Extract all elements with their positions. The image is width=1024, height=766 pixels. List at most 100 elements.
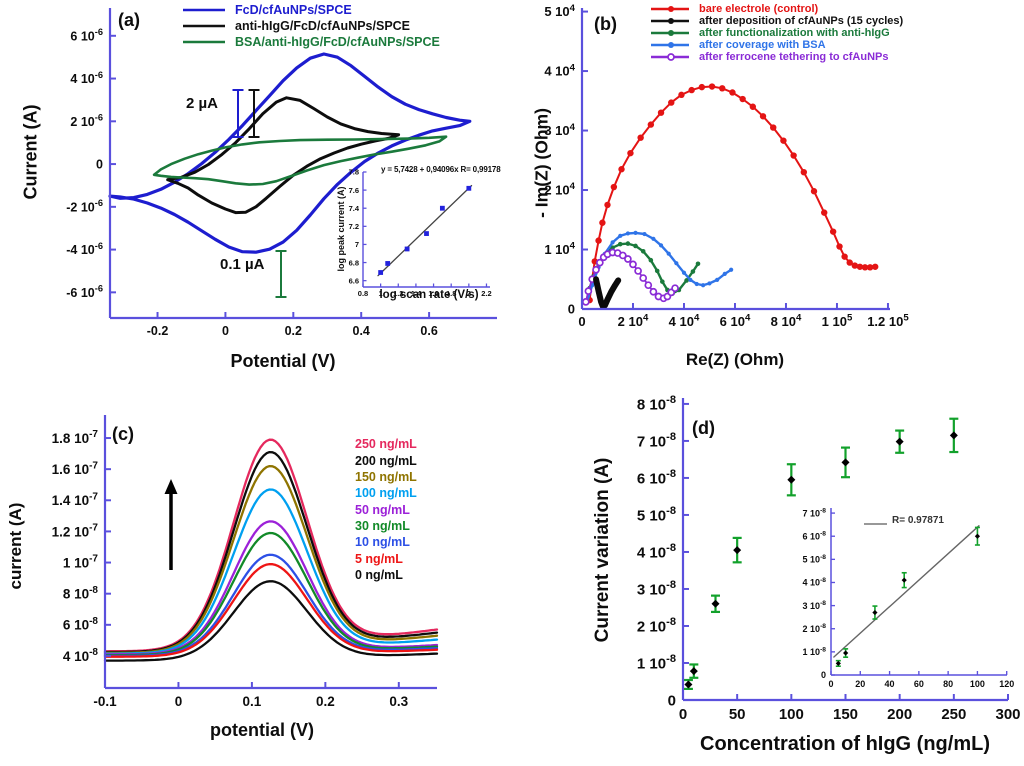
panel-c-y-axis-title: current (A) <box>6 502 25 590</box>
legend-item-label: 250 ng/mL <box>355 437 417 452</box>
legend-item: after coverage with BSA <box>650 39 903 51</box>
series-BSA/anti-hIgG/FcD/cfAuNPs/SPCE <box>152 135 448 186</box>
tick-label: 6 10-8 <box>637 468 676 487</box>
inset-a-equation: y = 5,7428 + 0,94096x R= 0,99178 <box>381 165 501 174</box>
tick-label: 6.8 <box>349 258 359 267</box>
panel-b-x-axis-title: Re(Z) (Ohm) <box>685 350 785 369</box>
tick-label: 2 10-8 <box>637 616 676 635</box>
tick-label: 6 104 <box>720 313 751 329</box>
tick-label: 7.8 <box>349 168 359 177</box>
tick-label: 8 104 <box>771 313 802 329</box>
tick-label: 7 <box>355 240 359 249</box>
chart-a-inset: 0.8 1 1.2 1.4 1.6 1.8 2 2.2 7.8 7.6 7.4 7.2 7 6.8 6.6 <box>349 167 496 298</box>
tick-label: 2 10-6 <box>70 113 103 129</box>
legend-swatch-icon <box>183 24 225 28</box>
tick-label: 150 <box>833 706 858 723</box>
panel-b-legend: bare electrole (control) after deposition… <box>650 3 903 63</box>
legend-item: BSA/anti-hIgG/FcD/cfAuNPs/SPCE <box>182 34 440 50</box>
tick-label: 2 10-8 <box>803 623 827 634</box>
tick-label: 0.3 <box>389 694 408 709</box>
legend-swatch-icon <box>651 52 689 61</box>
legend-item-label: after coverage with BSA <box>699 38 826 51</box>
series-after deposition of cfAuNPs (15 cycles) <box>593 276 622 310</box>
tick-label: 1.4 10-7 <box>52 491 99 508</box>
tick-label: 8 10-8 <box>637 394 676 413</box>
legend-item: after ferrocene tethering to cfAuNPs <box>650 51 903 63</box>
tick-label: 7 10-8 <box>637 431 676 450</box>
legend-swatch-icon <box>651 41 689 48</box>
tick-label: 300 <box>995 706 1020 723</box>
tick-label: 0 <box>578 314 585 329</box>
legend-item-label: 200 ng/mL <box>355 453 417 468</box>
tick-label: 6 10-6 <box>70 27 103 43</box>
panel-c-letter: (c) <box>112 424 134 444</box>
tick-label: 2 <box>467 289 471 298</box>
panel-b-letter: (b) <box>594 14 617 34</box>
legend-item: FcD/cfAuNPs/SPCE <box>182 2 440 18</box>
tick-label: 6 10-8 <box>803 531 827 542</box>
tick-label: 0.4 <box>353 324 370 338</box>
tick-label: 7 10-8 <box>803 508 827 519</box>
tick-label: 0 <box>828 679 833 689</box>
legend-item-label: anti-hIgG/FcD/cfAuNPs/SPCE <box>235 19 411 33</box>
panel-a-x-axis-title: Potential (V) <box>230 351 336 371</box>
legend-item-label: BSA/anti-hIgG/FcD/cfAuNPs/SPCE <box>235 35 440 49</box>
tick-label: 20 <box>855 679 865 689</box>
tick-label: 4 10-8 <box>63 647 99 664</box>
tick-label: 50 <box>729 706 746 723</box>
tick-label: 1.6 10-7 <box>52 460 99 477</box>
tick-label: 6.6 <box>349 276 359 285</box>
legend-item-label: 150 ng/mL <box>355 469 417 484</box>
tick-label: 0 <box>668 692 676 709</box>
series-0 ng/mL <box>103 580 439 662</box>
tick-label: 100 <box>970 679 985 689</box>
panel-d-y-axis-title: Current variation (A) <box>592 457 613 643</box>
tick-label: 3 10-8 <box>637 579 676 598</box>
chart-b: 0 2 104 4 104 6 104 8 104 1 105 1.2 105 0 1 104 2… <box>544 3 909 329</box>
tick-label: 0.1 <box>243 694 262 709</box>
tick-label: -0.2 <box>147 324 169 338</box>
tick-label: 0 <box>821 670 826 680</box>
tick-label: 2 104 <box>544 181 575 197</box>
tick-label: 1 105 <box>822 313 853 329</box>
tick-label: 0.6 <box>420 324 437 338</box>
legend-swatch-icon <box>651 5 689 12</box>
tick-label: 7.4 <box>349 204 360 213</box>
legend-item-label: 5 ng/mL <box>355 551 403 566</box>
tick-label: 3 104 <box>544 122 575 138</box>
legend-item: bare electrole (control) <box>650 3 903 15</box>
legend-item: 150 ng/mL <box>355 469 417 485</box>
tick-label: 0 <box>96 158 103 172</box>
legend-item: 5 ng/mL <box>355 550 417 566</box>
tick-label: 0 <box>175 694 183 709</box>
tick-label: -0.1 <box>93 694 117 709</box>
tick-label: 1.2 <box>393 289 403 298</box>
tick-label: 0 <box>568 302 575 317</box>
tick-label: 60 <box>914 679 924 689</box>
tick-label: 5 10-8 <box>803 554 827 565</box>
tick-label: 0.2 <box>316 694 335 709</box>
legend-item-label: 0 ng/mL <box>355 567 403 582</box>
tick-label: 0 <box>222 324 229 338</box>
tick-label: 2 104 <box>618 313 649 329</box>
series-linear-fit <box>377 184 473 277</box>
series-5 ng/mL <box>103 562 439 658</box>
legend-item-label: bare electrole (control) <box>699 2 819 15</box>
tick-label: 1.4 <box>411 289 422 298</box>
tick-label: -6 10-6 <box>66 284 103 300</box>
series-linear-fit <box>833 525 980 658</box>
chart-d-inset-series <box>833 525 981 668</box>
chart-a-inset-series <box>377 184 473 277</box>
legend-item: after functionalization with anti-hIgG <box>650 27 903 39</box>
legend-item: 10 ng/mL <box>355 534 417 550</box>
tick-label: 0 <box>679 706 687 723</box>
legend-item-label: 100 ng/mL <box>355 486 417 501</box>
series-100 ng/mL <box>103 488 439 655</box>
tick-label: 1.6 <box>428 289 438 298</box>
tick-label: 7.6 <box>349 186 359 195</box>
tick-label: 6 10-8 <box>63 616 99 633</box>
tick-label: 1.2 10-7 <box>52 523 99 540</box>
